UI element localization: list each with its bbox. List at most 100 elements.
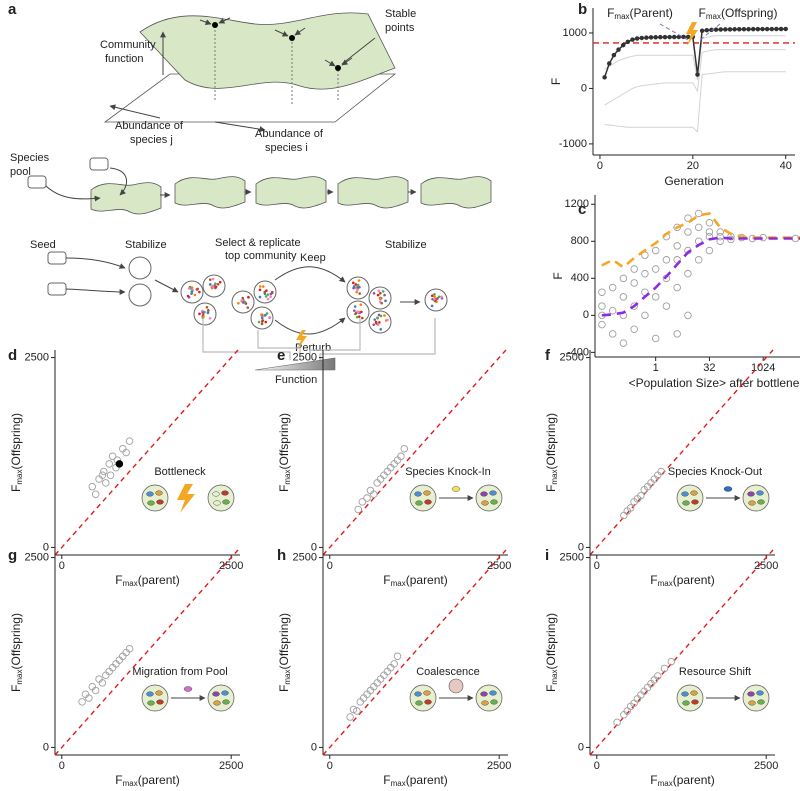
label-rest: (Offspring) [9, 413, 23, 469]
panel-letter: e [277, 347, 285, 364]
y-tick-label: 2500 [293, 551, 317, 563]
icon-microbe [747, 691, 755, 697]
step-arrows [160, 189, 417, 198]
cell [383, 314, 386, 317]
pool-tubes [27, 157, 109, 189]
diagonal [322, 349, 507, 556]
axis-label: Fmax(Offspring) [277, 413, 292, 492]
icon-microbe [147, 700, 155, 706]
point [662, 34, 668, 40]
inset-label: Species Knock-In [405, 466, 491, 478]
icon-microbe [747, 491, 755, 497]
point [637, 492, 645, 500]
axis-label: Fmax(Offspring) [9, 613, 24, 692]
icon-cell [676, 484, 704, 512]
cell [430, 294, 434, 298]
cell [386, 318, 389, 322]
x-tick-label: 2500 [754, 760, 778, 772]
cell [240, 298, 244, 302]
cell [440, 295, 443, 299]
axis-label: Fmax(parent) [650, 773, 715, 788]
cell [379, 291, 382, 295]
point [732, 27, 737, 32]
point [764, 26, 770, 32]
cell [216, 282, 220, 286]
x-tick-label: 1 [653, 362, 659, 374]
y-tick-label: 400 [571, 272, 589, 284]
cell [373, 318, 377, 321]
point [88, 482, 97, 491]
icon-microbe [748, 700, 756, 706]
series-line [604, 71, 786, 133]
line: Community [100, 39, 156, 51]
label: Stabilize [385, 239, 427, 251]
y-tick-label: 0 [578, 541, 584, 553]
point [91, 490, 100, 499]
icon-bolt [177, 484, 195, 513]
point [106, 471, 115, 480]
diagonal [54, 549, 239, 756]
x-tick-label: 0 [59, 560, 65, 572]
icon-microbe [424, 699, 432, 705]
point [662, 256, 671, 264]
label-rest: (Offspring) [721, 6, 777, 20]
icon-added [183, 686, 193, 692]
point [626, 504, 635, 512]
point [349, 705, 358, 714]
icon-microbe [424, 499, 432, 505]
icon-microbe [690, 690, 698, 696]
cell [372, 292, 376, 295]
point [363, 494, 371, 502]
cell [198, 312, 201, 316]
icon-microbe [156, 499, 164, 505]
point [598, 288, 606, 296]
icon-microbe [481, 500, 489, 506]
cell [186, 294, 190, 298]
point [705, 219, 714, 227]
cell [263, 290, 267, 294]
point [620, 511, 628, 520]
point [695, 72, 700, 77]
axis-label: Fmax(parent) [115, 773, 180, 788]
point [397, 452, 405, 461]
y-tick-label: 2500 [560, 351, 584, 363]
x-tick-label: 0 [597, 160, 603, 172]
point [760, 26, 765, 32]
axis-arrow [109, 104, 161, 119]
point [619, 339, 628, 347]
point [619, 274, 628, 283]
icon-microbe [221, 690, 229, 696]
point [616, 47, 621, 52]
cell [264, 295, 268, 298]
cell [207, 308, 210, 312]
point [755, 26, 761, 32]
inset-label: Migration from Pool [132, 666, 227, 678]
icon-microbe [490, 499, 498, 505]
icon-microbe [155, 690, 163, 696]
point [98, 471, 107, 480]
x-tick-label: 2500 [219, 560, 243, 572]
point [694, 209, 703, 218]
point [662, 302, 671, 310]
cell [379, 314, 383, 318]
y-tick-label: -400 [567, 346, 589, 358]
axis-label: Fmax(parent) [383, 573, 448, 588]
label-sub: max [123, 779, 138, 788]
point [684, 269, 692, 278]
cell [356, 310, 360, 314]
icon-microbe [489, 690, 497, 696]
icon-microbe [691, 699, 699, 705]
point [608, 306, 617, 315]
label-base: F [383, 773, 390, 787]
label-sub: max [15, 670, 24, 685]
cell [356, 283, 360, 287]
label-sub: max [15, 470, 24, 485]
cell [258, 288, 262, 292]
cell [354, 283, 358, 286]
point [684, 311, 692, 320]
cell [201, 311, 204, 314]
x-tick-label: 0 [594, 760, 600, 772]
seed-arrows [65, 257, 421, 335]
